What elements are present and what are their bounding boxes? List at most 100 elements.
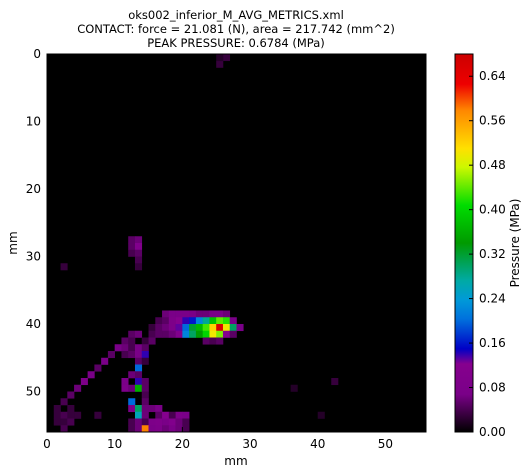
heatmap-cell xyxy=(148,425,156,433)
heatmap-cell xyxy=(229,330,237,338)
heatmap-cell xyxy=(202,337,210,345)
heatmap-cell xyxy=(162,425,170,433)
heatmap-cell xyxy=(94,364,102,372)
heatmap-cell xyxy=(60,411,68,419)
heatmap-cell xyxy=(290,384,298,392)
heatmap-cell xyxy=(155,411,163,419)
heatmap-cell xyxy=(175,411,183,419)
x-axis-ticks: 0 10 20 30 40 50 xyxy=(43,54,393,451)
heatmap-cell xyxy=(209,324,217,332)
heatmap-cell xyxy=(141,351,149,359)
x-tick-label: 30 xyxy=(242,437,257,451)
y-axis-ticks: 0 10 20 30 40 50 xyxy=(26,47,426,399)
heatmap-cell xyxy=(216,310,224,318)
heatmap-cell xyxy=(53,411,61,419)
heatmap-cell xyxy=(168,418,176,426)
heatmap-cell xyxy=(60,263,68,271)
colorbar-tick-label: 0.00 xyxy=(479,425,506,439)
heatmap-cell xyxy=(121,378,129,386)
colorbar-gradient xyxy=(455,54,473,432)
heatmap-cell xyxy=(148,330,156,338)
heatmap-cell xyxy=(134,263,143,271)
heatmap-cell xyxy=(216,324,224,332)
heatmap-cell xyxy=(67,391,75,399)
heatmap-cell xyxy=(141,405,149,413)
heatmap-cell xyxy=(222,54,231,62)
heatmap-cell xyxy=(148,405,156,413)
heatmap-cell xyxy=(141,384,149,392)
heatmap-cell xyxy=(80,378,88,386)
heatmap-cell xyxy=(128,384,136,392)
x-tick-label: 40 xyxy=(310,437,325,451)
heatmap-cell xyxy=(182,411,190,419)
heatmap-cell xyxy=(128,418,136,426)
heatmap-cell xyxy=(148,418,156,426)
heatmap-cell xyxy=(209,330,217,338)
colorbar-label: Pressure (MPa) xyxy=(508,199,522,288)
x-tick-label: 10 xyxy=(107,437,122,451)
heatmap-cell xyxy=(141,398,149,406)
heatmap-cell xyxy=(74,384,82,392)
heatmap-cell xyxy=(107,351,115,359)
y-axis-label: mm xyxy=(6,231,20,254)
heatmap-cell xyxy=(101,357,109,365)
heatmap-cell xyxy=(121,351,129,359)
heatmap-cell xyxy=(134,411,143,419)
heatmap-cell xyxy=(182,425,190,433)
y-tick-label: 40 xyxy=(26,317,41,331)
heatmap-cell xyxy=(168,317,176,325)
y-tick-label: 30 xyxy=(26,250,41,264)
heatmap-cell xyxy=(141,337,149,345)
heatmap-cell xyxy=(195,317,203,325)
colorbar-frame xyxy=(454,53,474,433)
heatmap-cell xyxy=(87,371,95,379)
colorbar: 0.00 0.08 0.16 0.24 0.32 0.40 0.48 0.56 0.64 xyxy=(454,53,506,439)
heatmap-cell xyxy=(67,411,75,419)
heatmap-cell xyxy=(121,384,129,392)
heatmap-cell xyxy=(134,256,143,264)
heatmap-cell xyxy=(134,371,143,379)
heatmap-cell xyxy=(155,317,163,325)
heatmap-cell xyxy=(202,317,210,325)
heatmap-cell xyxy=(155,405,163,413)
heatmap-cell xyxy=(60,425,68,433)
x-tick-label: 50 xyxy=(378,437,393,451)
heatmap-cell xyxy=(134,405,143,413)
heatmap-cell xyxy=(168,330,176,338)
heatmap-cell xyxy=(175,330,183,338)
heatmap-cell xyxy=(141,418,149,426)
heatmap-cell xyxy=(134,364,143,372)
heatmap-cell xyxy=(128,405,136,413)
heatmap-cell xyxy=(175,317,183,325)
heatmap-cell xyxy=(189,310,197,318)
heatmap-cell xyxy=(222,317,231,325)
heatmap-cell xyxy=(162,330,170,338)
heatmap-cell xyxy=(128,249,136,257)
heatmap-cell xyxy=(155,330,163,338)
y-tick-label: 10 xyxy=(26,115,41,129)
heatmap-cell xyxy=(189,324,197,332)
heatmap-cell xyxy=(168,425,176,433)
heatmap-cell xyxy=(168,411,176,419)
heatmap-cell xyxy=(60,418,68,426)
heatmap-cell xyxy=(216,60,224,68)
x-tick-label: 0 xyxy=(43,437,51,451)
heatmap-cell xyxy=(141,357,149,365)
heatmap-cell xyxy=(121,344,129,352)
heatmap-cell xyxy=(134,357,143,365)
heatmap-cell xyxy=(128,398,136,406)
heatmap-cell xyxy=(128,243,136,251)
heatmap-cell xyxy=(195,310,203,318)
x-tick-label: 20 xyxy=(175,437,190,451)
heatmap-cell xyxy=(189,330,197,338)
heatmap-cell xyxy=(60,398,68,406)
heatmap-cell xyxy=(121,337,129,345)
heatmap-cell xyxy=(182,317,190,325)
heatmap-cell xyxy=(216,317,224,325)
heatmap-cell xyxy=(195,324,203,332)
heatmap-cell xyxy=(222,330,231,338)
heatmap-cell xyxy=(94,411,102,419)
heatmap-cell xyxy=(128,425,136,433)
heatmap-cell xyxy=(202,324,210,332)
